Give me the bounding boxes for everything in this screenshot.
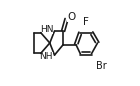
Text: O: O [67, 12, 76, 22]
Text: NH: NH [39, 52, 53, 61]
FancyBboxPatch shape [45, 25, 53, 34]
FancyBboxPatch shape [67, 12, 72, 22]
FancyBboxPatch shape [96, 62, 105, 71]
FancyBboxPatch shape [83, 17, 88, 27]
Text: Br: Br [96, 61, 107, 71]
FancyBboxPatch shape [44, 52, 53, 61]
Text: F: F [83, 17, 89, 27]
Text: HN: HN [40, 25, 53, 34]
